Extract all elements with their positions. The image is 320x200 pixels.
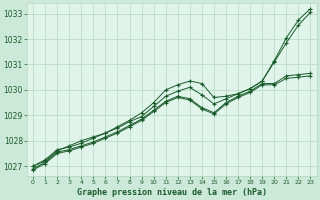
X-axis label: Graphe pression niveau de la mer (hPa): Graphe pression niveau de la mer (hPa) [77,188,267,197]
